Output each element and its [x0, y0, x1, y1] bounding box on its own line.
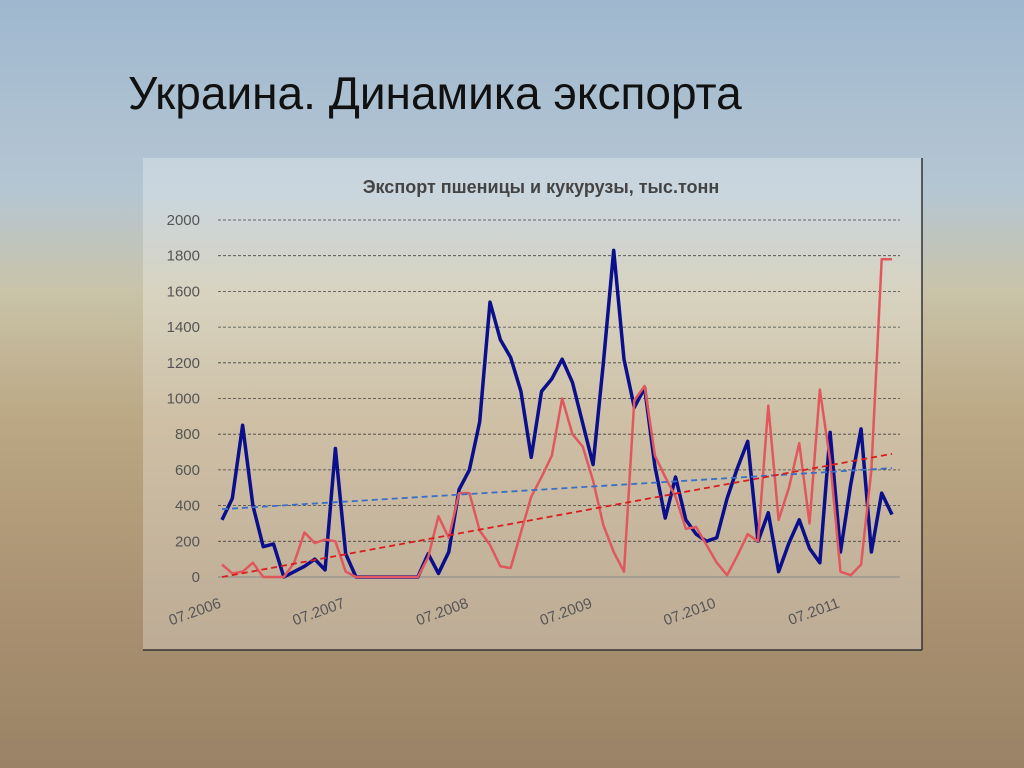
y-tick-label: 600 — [175, 462, 200, 479]
y-tick-label: 0 — [192, 569, 200, 586]
y-tick-label: 1000 — [167, 391, 200, 408]
y-tick-label: 1600 — [167, 283, 200, 300]
series-line — [220, 248, 894, 579]
y-tick-label: 400 — [175, 498, 200, 515]
chart-area — [143, 158, 922, 650]
y-tick-label: 1400 — [167, 319, 200, 336]
series-line — [221, 258, 892, 579]
y-tick-label: 1200 — [167, 355, 200, 372]
y-tick-label: 1800 — [167, 248, 200, 265]
y-tick-label: 800 — [175, 426, 200, 443]
slide-title: Украина. Динамика экспорта — [128, 67, 742, 119]
chart-title: Экспорт пшеницы и кукурузы, тыс.тонн — [363, 177, 720, 197]
trend-line — [221, 467, 893, 511]
y-tick-label: 200 — [175, 533, 200, 550]
trend-line — [221, 452, 893, 578]
y-tick-label: 2000 — [167, 212, 200, 229]
